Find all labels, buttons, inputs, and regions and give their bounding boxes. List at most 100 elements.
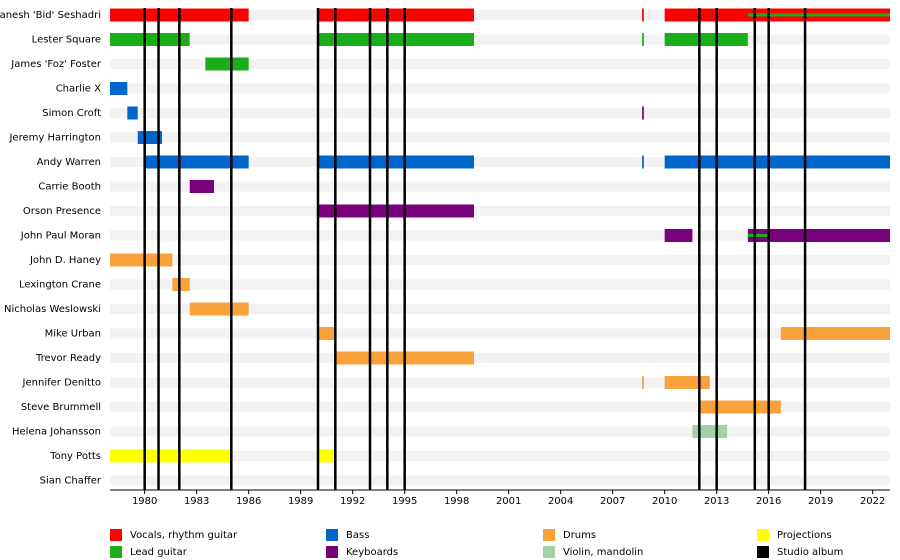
member-bar [205, 57, 249, 71]
member-bar [110, 253, 173, 267]
member-label: Steve Brummell [21, 402, 101, 413]
member-bar [318, 155, 474, 169]
member-bar [127, 106, 138, 120]
legend-label: Vocals, rhythm guitar [130, 530, 238, 541]
legend-swatch [543, 546, 555, 558]
x-tick-label: 2022 [860, 496, 885, 507]
row-band [110, 304, 890, 314]
member-bar [110, 82, 128, 95]
member-bar [144, 155, 249, 169]
member-bar [780, 327, 890, 340]
x-tick-label: 2010 [652, 496, 677, 507]
row-band [110, 426, 890, 437]
member-bar [110, 449, 232, 463]
legend-label: Lead guitar [130, 547, 188, 558]
member-bar [318, 204, 474, 218]
row-band [110, 255, 890, 265]
row-band [110, 475, 890, 486]
member-label: James 'Foz' Foster [10, 59, 102, 70]
secondary-role-bar [747, 234, 769, 237]
member-bar [642, 8, 644, 22]
legend-label: Projections [777, 530, 832, 541]
member-bar [110, 33, 190, 46]
member-bar [642, 33, 644, 46]
x-tick-label: 2007 [600, 496, 625, 507]
member-bar [318, 33, 474, 46]
secondary-role-bar [747, 13, 890, 17]
row-band [110, 206, 890, 216]
member-label: Simon Croft [42, 108, 101, 119]
member-bar [318, 327, 336, 340]
row-band [110, 10, 890, 20]
member-label: Jeremy Harrington [8, 133, 101, 144]
legend-label: Violin, mandolin [563, 547, 643, 558]
member-bar [699, 400, 781, 414]
member-label: Orson Presence [23, 206, 101, 217]
x-tick-label: 1980 [132, 496, 157, 507]
legend-swatch [757, 529, 769, 541]
member-label: Carrie Booth [38, 182, 101, 193]
legend-swatch [543, 529, 555, 541]
legend-swatch [110, 546, 122, 558]
member-bar [664, 229, 693, 242]
row-band [110, 377, 890, 388]
x-tick-label: 2004 [548, 496, 573, 507]
x-tick-label: 2019 [808, 496, 833, 507]
row-band [110, 132, 890, 143]
row-band [110, 279, 890, 290]
member-bar [318, 8, 474, 22]
member-label: Jennifer Denitto [22, 378, 101, 389]
legend-label: Studio album [777, 547, 843, 558]
member-label: John Paul Moran [20, 231, 101, 242]
legend-swatch [326, 546, 338, 558]
row-band [110, 230, 890, 241]
member-label: Lexington Crane [19, 280, 101, 291]
row-band [110, 34, 890, 45]
member-bar [642, 376, 644, 389]
row-band [110, 353, 890, 363]
x-tick-label: 1992 [340, 496, 365, 507]
member-label: Lester Square [32, 35, 101, 46]
member-bar [664, 155, 890, 169]
legend-label: Bass [346, 530, 369, 541]
row-band [110, 451, 890, 461]
legend-swatch [757, 546, 769, 558]
member-label: Andy Warren [37, 157, 101, 168]
x-tick-label: 1998 [444, 496, 469, 507]
member-bar [318, 449, 336, 463]
x-tick-label: 1989 [288, 496, 313, 507]
member-bar [189, 180, 214, 193]
member-label: John D. Haney [29, 255, 101, 266]
legend-label: Keyboards [346, 547, 398, 558]
legend-swatch [326, 529, 338, 541]
member-bar [664, 33, 748, 46]
member-bar [664, 376, 710, 389]
member-label: Sian Chaffer [40, 476, 102, 487]
row-band [110, 402, 890, 412]
member-label: Helena Johansson [12, 427, 101, 438]
x-tick-label: 2001 [496, 496, 521, 507]
member-bar [642, 106, 644, 120]
member-bar [189, 302, 249, 316]
x-tick-label: 1986 [236, 496, 261, 507]
member-label: Ganesh 'Bid' Seshadri [0, 10, 101, 21]
row-band [110, 328, 890, 339]
member-label: Trevor Ready [35, 353, 101, 364]
row-band [110, 181, 890, 192]
row-band [110, 83, 890, 94]
row-band [110, 108, 890, 118]
x-tick-label: 2013 [704, 496, 729, 507]
member-bar [172, 278, 190, 291]
member-label: Mike Urban [45, 329, 101, 340]
member-label: Charlie X [56, 84, 101, 95]
legend-label: Drums [563, 530, 596, 541]
member-bar [692, 425, 728, 438]
x-tick-label: 1995 [392, 496, 417, 507]
member-bar [747, 229, 890, 242]
legend-swatch [110, 529, 122, 541]
row-band [110, 157, 890, 167]
row-band [110, 59, 890, 69]
x-tick-label: 2016 [756, 496, 781, 507]
